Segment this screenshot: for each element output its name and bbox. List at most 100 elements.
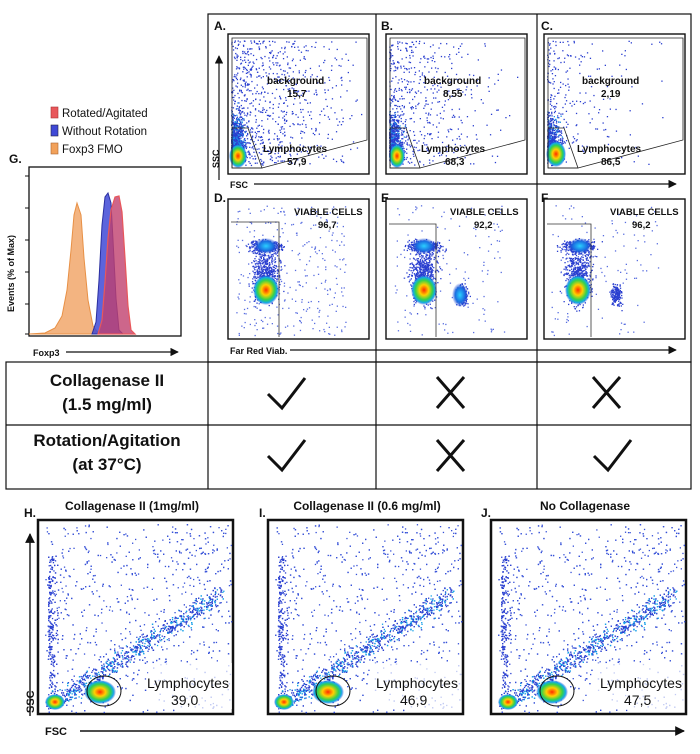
cross-mark	[435, 439, 466, 472]
gate-lymphocytes	[86, 675, 122, 707]
density-core	[536, 680, 568, 704]
legend-swatch-rotated	[50, 106, 59, 119]
histogram-panel: Rotated/Agitated Without Rotation Foxp3 …	[6, 106, 182, 358]
row-label-collagenase: Collagenase II	[50, 371, 164, 390]
legend-label: Foxp3 FMO	[62, 144, 123, 156]
panel-letter: J.	[481, 506, 491, 520]
event-cloud	[275, 524, 463, 714]
gate-label: Lymphocytes	[600, 675, 682, 691]
panel-f: F. VIABLE CELLS 96,2	[541, 191, 686, 340]
panel-d: D. VIABLE CELLS 96,7	[214, 191, 370, 340]
density-core	[412, 238, 436, 254]
density-core	[253, 275, 279, 305]
panel-j: J. No Collagenase Lymphocytes 47,5	[481, 499, 688, 716]
far-red-axis-label: Far Red Viab.	[230, 346, 287, 356]
check-mark	[592, 439, 633, 473]
ssc-axis-label: SSC	[211, 149, 221, 168]
check-mark	[266, 439, 307, 473]
density-core	[498, 694, 518, 710]
density-core	[452, 283, 468, 307]
gate-lymphocytes	[539, 675, 575, 707]
gate-value: 47,5	[624, 692, 651, 708]
gate-label: VIABLE CELLS	[450, 207, 519, 218]
gate-label: background	[424, 76, 481, 87]
gate-label: Lymphocytes	[577, 144, 642, 155]
event-cloud	[45, 524, 233, 714]
gate-value: 39,0	[171, 692, 198, 708]
gate-value: 8,55	[443, 89, 463, 100]
density-core	[274, 694, 294, 710]
density-core	[546, 141, 566, 167]
y-axis-label: Events (% of Max)	[6, 235, 16, 312]
panel-letter: I.	[259, 506, 266, 520]
panel-h: H. Collagenase II (1mg/ml) Lymphocytes 3…	[24, 499, 235, 716]
gate-value: 57,9	[287, 157, 307, 168]
gate-label-box	[373, 663, 461, 709]
gate-value: 92,2	[474, 220, 493, 231]
panel-letter: E.	[381, 191, 392, 205]
density-core	[312, 680, 344, 704]
gate-label: Lymphocytes	[147, 675, 229, 691]
x-axis-label: Foxp3	[33, 348, 60, 358]
row-label-rotation: Rotation/Agitation	[33, 431, 180, 450]
gate-value: 68,3	[445, 157, 465, 168]
cross-mark	[591, 376, 622, 409]
density-core	[411, 275, 437, 305]
row-sublabel-rotation: (at 37°C)	[72, 455, 141, 474]
density-core	[389, 144, 405, 168]
plot-frame	[36, 518, 235, 716]
gate-value: 46,9	[400, 692, 427, 708]
gate-viable-cells	[231, 221, 280, 337]
gate-lymphocytes	[547, 127, 579, 169]
plot-frame	[543, 198, 686, 340]
gate-value: 96,2	[632, 220, 651, 231]
gate-lymphocytes	[315, 675, 351, 707]
gate-label: background	[267, 76, 324, 87]
condition-table: Collagenase II (1.5 mg/ml) Rotation/Agit…	[33, 371, 633, 474]
density-core	[84, 680, 116, 704]
gate-label: Lymphocytes	[421, 144, 486, 155]
panel-letter: G.	[9, 152, 22, 166]
panel-e: E. VIABLE CELLS 92,2	[381, 191, 528, 340]
density-core	[254, 238, 278, 254]
panel-b: B. background 8,55 Lymphocytes 68,3	[381, 19, 528, 175]
legend: Rotated/Agitated Without Rotation Foxp3 …	[50, 106, 148, 156]
panel-letter: D.	[214, 191, 226, 205]
plot-frame	[543, 33, 686, 175]
row-sublabel-collagenase: (1.5 mg/ml)	[62, 395, 152, 414]
plot-frame	[227, 33, 370, 175]
top-grid	[5, 13, 692, 490]
panel-title: Collagenase II (0.6 mg/ml)	[293, 499, 440, 513]
density-core	[45, 694, 65, 710]
fsc-axis-label: FSC	[45, 726, 67, 738]
panel-letter: B.	[381, 19, 393, 33]
density-core	[565, 275, 591, 305]
gate-label: VIABLE CELLS	[294, 207, 363, 218]
histogram-fmo	[28, 201, 100, 335]
gate-viable-cells	[389, 223, 437, 337]
legend-label: Rotated/Agitated	[62, 108, 148, 120]
histogram-rotated	[97, 195, 137, 335]
gate-value: 2,19	[601, 89, 621, 100]
legend-label: Without Rotation	[62, 126, 147, 138]
gate-label: background	[582, 76, 639, 87]
panel-a: A. background 15,7 Lymphocytes 57,9	[214, 19, 370, 175]
gate-value: 15,7	[287, 89, 307, 100]
gate-label: VIABLE CELLS	[610, 207, 679, 218]
density-core	[568, 238, 592, 254]
panel-letter: F.	[541, 191, 550, 205]
cross-mark	[435, 376, 466, 409]
ssc-axis-label: SSC	[25, 690, 37, 713]
gate-value: 86,5	[601, 157, 621, 168]
gate-label-box	[148, 663, 232, 709]
gate-label: Lymphocytes	[376, 675, 458, 691]
gate-lymphocytes	[389, 127, 421, 169]
panel-title: Collagenase II (1mg/ml)	[65, 499, 199, 513]
gate-label: Lymphocytes	[263, 144, 328, 155]
panel-letter: A.	[214, 19, 226, 33]
panel-i: I. Collagenase II (0.6 mg/ml) Lymphocyte…	[259, 499, 465, 716]
gate-label-box	[596, 663, 684, 709]
plot-frame	[227, 198, 370, 340]
gate-viable-cells	[547, 223, 592, 337]
